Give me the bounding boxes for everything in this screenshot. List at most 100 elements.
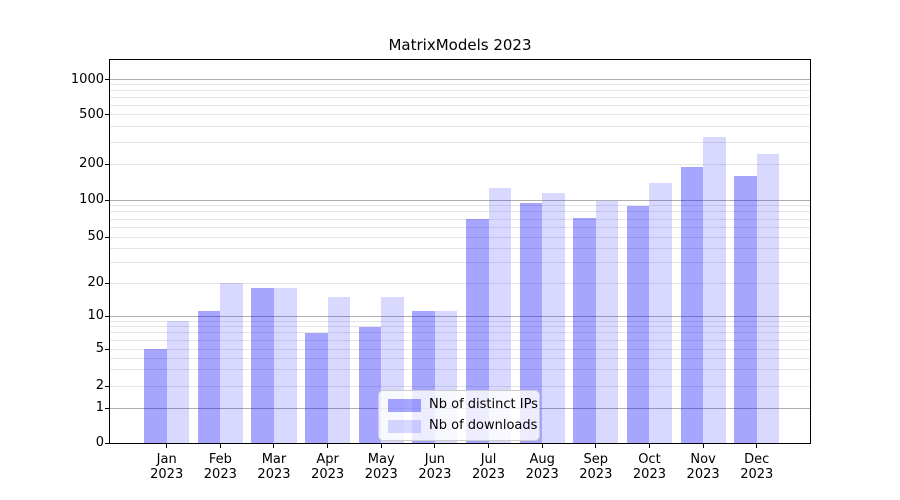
y-tick-label: 10 (87, 308, 104, 323)
bar-sep-downloads (595, 201, 619, 443)
x-tick-year: 2023 (418, 467, 452, 482)
minor-gridline (110, 97, 810, 98)
x-tick-year: 2023 (311, 467, 345, 482)
x-tick-label: Sep 2023 (566, 452, 626, 482)
x-tick-month: Jul (480, 452, 497, 467)
x-tick-mark (327, 444, 329, 448)
x-tick-mark (380, 444, 382, 448)
bar-aug-downloads (542, 192, 565, 443)
x-tick-year: 2023 (579, 467, 613, 482)
x-tick-label: Jul 2023 (459, 452, 519, 482)
x-tick-year: 2023 (525, 467, 559, 482)
x-tick-year: 2023 (150, 467, 184, 482)
minor-gridline (110, 357, 810, 359)
bar-nov-downloads (703, 136, 726, 443)
bar-feb-distinct-ips (197, 311, 221, 443)
x-tick-label: Jan 2023 (137, 452, 197, 482)
x-tick-month: Oct (638, 452, 661, 467)
x-tick-mark (595, 444, 597, 448)
y-tick-label: 0 (95, 435, 104, 450)
legend-entry-downloads: Nb of downloads (388, 419, 537, 433)
minor-gridline (110, 218, 810, 220)
x-tick-mark (541, 444, 543, 448)
x-tick-label: Dec 2023 (727, 452, 787, 482)
x-tick-label: Nov 2023 (673, 452, 733, 482)
bar-apr-downloads (327, 296, 351, 443)
minor-gridline (110, 211, 810, 213)
bar-may-distinct-ips (358, 326, 382, 443)
minor-gridline (110, 282, 810, 284)
minor-gridline (110, 339, 810, 341)
x-tick-mark (648, 444, 650, 448)
bar-oct-downloads (649, 182, 673, 443)
bar-nov-distinct-ips (680, 166, 704, 443)
x-tick-label: Oct 2023 (619, 452, 679, 482)
x-tick-year: 2023 (740, 467, 774, 482)
y-tick-mark (105, 407, 110, 409)
bar-mar-distinct-ips (251, 288, 274, 443)
minor-gridline (110, 348, 810, 350)
y-tick-mark (105, 163, 110, 165)
x-tick-mark (219, 444, 221, 448)
y-tick-label: 20 (87, 275, 104, 290)
x-tick-month: Dec (744, 452, 770, 467)
bar-sep-distinct-ips (573, 217, 596, 443)
y-tick-mark (105, 282, 110, 284)
y-tick-label: 50 (87, 229, 104, 244)
minor-gridline (110, 332, 810, 334)
y-tick-mark (105, 315, 110, 317)
minor-gridline (110, 163, 810, 165)
y-tick-label: 100 (79, 192, 104, 207)
minor-gridline (110, 320, 810, 322)
legend-swatch-downloads-icon (388, 419, 421, 433)
minor-gridline (110, 369, 810, 371)
x-tick-mark (434, 444, 436, 448)
x-tick-month: Mar (261, 452, 287, 467)
y-tick-label: 5 (95, 341, 104, 356)
y-tick-mark (105, 442, 110, 444)
x-tick-label: Mar 2023 (244, 452, 304, 482)
minor-gridline (110, 236, 810, 238)
x-tick-year: 2023 (364, 467, 398, 482)
minor-gridline (110, 90, 810, 92)
y-tick-mark (105, 236, 110, 238)
x-tick-month: Nov (690, 452, 716, 467)
x-tick-year: 2023 (203, 467, 237, 482)
y-tick-label: 200 (79, 156, 104, 171)
x-tick-mark (756, 444, 758, 448)
major-gridline (110, 79, 810, 80)
x-tick-mark (166, 444, 168, 448)
bar-apr-distinct-ips (305, 332, 328, 443)
chart-title: MatrixModels 2023 (388, 36, 532, 54)
x-tick-month: Sep (583, 452, 609, 467)
major-gridline (110, 199, 810, 201)
minor-gridline (110, 247, 810, 249)
bars-layer (110, 60, 810, 443)
bar-dec-downloads (756, 154, 780, 443)
y-tick-label: 500 (79, 106, 104, 122)
legend-label-downloads: Nb of downloads (429, 418, 538, 433)
legend: Nb of distinct IPs Nb of downloads (378, 390, 540, 441)
bar-jan-distinct-ips (144, 349, 167, 443)
bar-aug-distinct-ips (519, 202, 543, 443)
minor-gridline (110, 114, 810, 115)
bar-oct-distinct-ips (626, 205, 650, 443)
minor-gridline (110, 226, 810, 228)
minor-gridline (110, 84, 810, 86)
x-tick-year: 2023 (257, 467, 291, 482)
y-tick-label: 1 (95, 400, 104, 415)
major-gridline (110, 315, 810, 317)
y-tick-label: 2 (95, 378, 104, 393)
x-tick-label: Jun 2023 (405, 452, 465, 482)
x-tick-mark (702, 444, 704, 448)
x-tick-month: Feb (208, 452, 232, 467)
x-tick-month: Jan (156, 452, 177, 467)
x-tick-month: May (367, 452, 395, 467)
minor-gridline (110, 262, 810, 264)
x-tick-year: 2023 (471, 467, 506, 482)
bar-feb-downloads (220, 283, 243, 443)
y-tick-mark (105, 385, 110, 387)
bar-jul-distinct-ips (465, 219, 489, 443)
x-tick-month: Apr (316, 452, 339, 467)
